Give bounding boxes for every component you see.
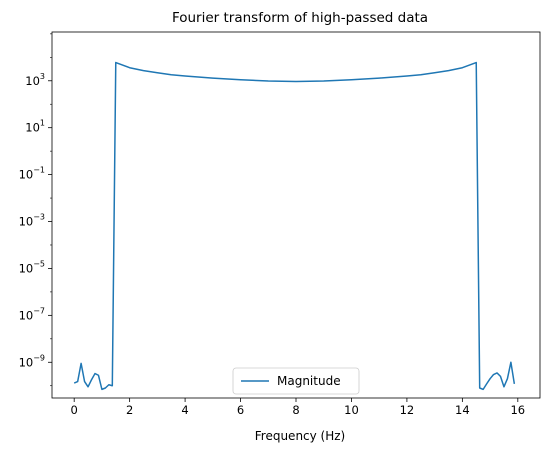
y-tick-label: 10−7 (19, 306, 45, 322)
x-axis-label: Frequency (Hz) (255, 429, 346, 443)
y-axis-ticks: 10−9 10−7 10−5 10−3 10−1 101 103 (19, 33, 52, 387)
x-tick-label: 0 (71, 403, 78, 417)
legend: Magnitude (232, 367, 360, 395)
x-tick-label: 2 (126, 403, 133, 417)
x-tick-label: 10 (344, 403, 359, 417)
x-tick-label: 4 (181, 403, 188, 417)
x-tick-label: 16 (510, 403, 525, 417)
legend-label: Magnitude (277, 374, 341, 388)
x-tick-label: 8 (292, 403, 299, 417)
y-tick-label: 103 (25, 72, 45, 88)
x-tick-label: 12 (400, 403, 415, 417)
chart-title: Fourier transform of high-passed data (172, 10, 428, 26)
plot-frame (51, 31, 541, 399)
x-axis-ticks: 0 2 4 6 8 10 12 14 16 (71, 398, 525, 417)
y-tick-label: 101 (25, 119, 45, 135)
y-tick-label: 10−9 (19, 353, 45, 369)
series-line-0 (73, 61, 516, 391)
y-tick-label: 10−1 (19, 166, 45, 182)
x-tick-label: 6 (237, 403, 244, 417)
x-tick-label: 14 (455, 403, 470, 417)
y-tick-label: 10−3 (19, 213, 45, 229)
y-tick-label: 10−5 (19, 259, 45, 275)
legend-box (232, 367, 360, 395)
plot-area (51, 31, 541, 399)
